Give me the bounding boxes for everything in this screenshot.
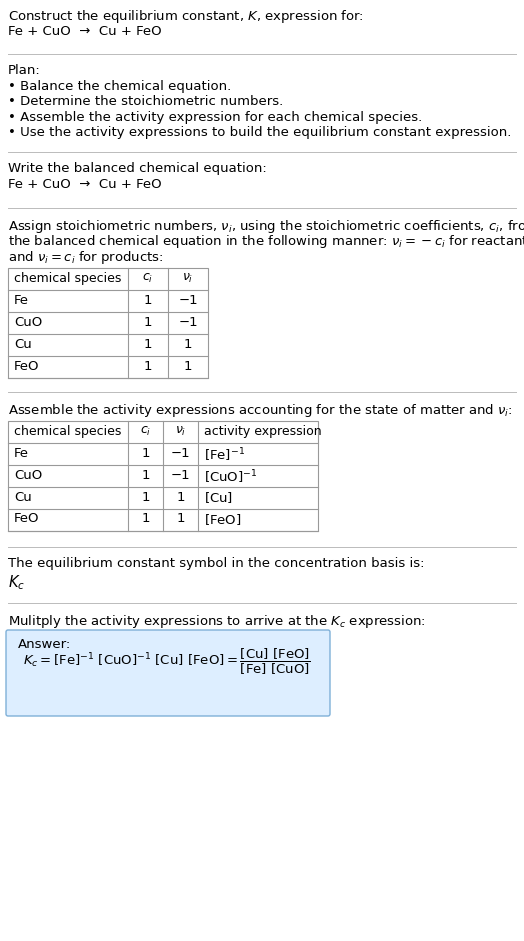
Text: The equilibrium constant symbol in the concentration basis is:: The equilibrium constant symbol in the c… <box>8 556 424 569</box>
Text: $[\mathrm{Cu}]$: $[\mathrm{Cu}]$ <box>204 490 233 505</box>
Text: 1: 1 <box>141 446 150 459</box>
Text: $[\mathrm{FeO}]$: $[\mathrm{FeO}]$ <box>204 513 242 528</box>
Text: −1: −1 <box>171 469 190 482</box>
Text: Fe: Fe <box>14 294 29 307</box>
Text: Assemble the activity expressions accounting for the state of matter and $\nu_i$: Assemble the activity expressions accoun… <box>8 402 512 419</box>
Text: −1: −1 <box>171 446 190 459</box>
Text: 1: 1 <box>176 513 185 525</box>
Text: −1: −1 <box>178 316 198 329</box>
Text: • Balance the chemical equation.: • Balance the chemical equation. <box>8 79 231 92</box>
Text: Construct the equilibrium constant, $K$, expression for:: Construct the equilibrium constant, $K$,… <box>8 8 364 25</box>
Text: chemical species: chemical species <box>14 424 122 438</box>
Text: 1: 1 <box>184 338 192 351</box>
Text: and $\nu_i = c_i$ for products:: and $\nu_i = c_i$ for products: <box>8 248 163 265</box>
Text: $[\mathrm{Fe}]^{-1}$: $[\mathrm{Fe}]^{-1}$ <box>204 446 245 464</box>
Text: Assign stoichiometric numbers, $\nu_i$, using the stoichiometric coefficients, $: Assign stoichiometric numbers, $\nu_i$, … <box>8 217 524 234</box>
Bar <box>8 421 318 531</box>
Text: the balanced chemical equation in the following manner: $\nu_i = -c_i$ for react: the balanced chemical equation in the fo… <box>8 233 524 250</box>
Text: Fe + CuO  →  Cu + FeO: Fe + CuO → Cu + FeO <box>8 178 161 191</box>
Text: $[\mathrm{CuO}]^{-1}$: $[\mathrm{CuO}]^{-1}$ <box>204 469 257 486</box>
Text: Fe: Fe <box>14 446 29 459</box>
Text: 1: 1 <box>141 513 150 525</box>
Text: −1: −1 <box>178 294 198 307</box>
Text: CuO: CuO <box>14 469 42 482</box>
Text: activity expression: activity expression <box>204 424 322 438</box>
Text: • Determine the stoichiometric numbers.: • Determine the stoichiometric numbers. <box>8 95 283 108</box>
Text: 1: 1 <box>141 469 150 482</box>
FancyBboxPatch shape <box>6 630 330 716</box>
Bar <box>8 268 208 378</box>
Text: Mulitply the activity expressions to arrive at the $K_c$ expression:: Mulitply the activity expressions to arr… <box>8 613 426 630</box>
Text: 1: 1 <box>184 360 192 373</box>
Text: chemical species: chemical species <box>14 272 122 285</box>
Text: $\nu_i$: $\nu_i$ <box>175 424 186 438</box>
Text: $c_i$: $c_i$ <box>143 272 154 285</box>
Text: Answer:: Answer: <box>18 638 71 651</box>
Text: • Use the activity expressions to build the equilibrium constant expression.: • Use the activity expressions to build … <box>8 126 511 139</box>
Text: 1: 1 <box>144 294 152 307</box>
Text: Write the balanced chemical equation:: Write the balanced chemical equation: <box>8 162 267 174</box>
Text: Plan:: Plan: <box>8 64 41 77</box>
Text: FeO: FeO <box>14 360 39 373</box>
Text: 1: 1 <box>176 490 185 503</box>
Text: $K_c = [\mathrm{Fe}]^{-1}\ [\mathrm{CuO}]^{-1}\ [\mathrm{Cu}]\ [\mathrm{FeO}] = : $K_c = [\mathrm{Fe}]^{-1}\ [\mathrm{CuO}… <box>23 647 311 677</box>
Text: Cu: Cu <box>14 338 32 351</box>
Text: FeO: FeO <box>14 513 39 525</box>
Text: Cu: Cu <box>14 490 32 503</box>
Text: $c_i$: $c_i$ <box>140 424 151 438</box>
Text: 1: 1 <box>144 360 152 373</box>
Text: Fe + CuO  →  Cu + FeO: Fe + CuO → Cu + FeO <box>8 24 161 38</box>
Text: • Assemble the activity expression for each chemical species.: • Assemble the activity expression for e… <box>8 110 422 123</box>
Text: CuO: CuO <box>14 316 42 329</box>
Text: 1: 1 <box>141 490 150 503</box>
Text: 1: 1 <box>144 338 152 351</box>
Text: $K_c$: $K_c$ <box>8 573 25 592</box>
Text: 1: 1 <box>144 316 152 329</box>
Text: $\nu_i$: $\nu_i$ <box>182 272 194 285</box>
